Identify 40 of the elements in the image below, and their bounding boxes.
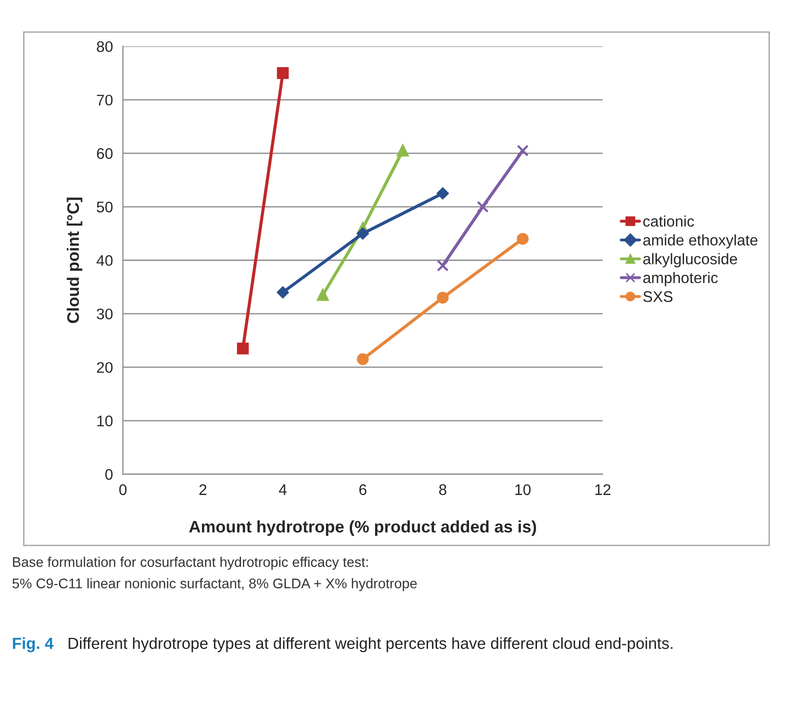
text: 5% C9-C11 linear nonionic surfactant, 8% GLDA + X% hydrotrope — [12, 578, 417, 592]
x-tick-label: 0 — [119, 484, 127, 496]
legend-label: amide ethoxylate — [643, 234, 758, 249]
point — [476, 200, 489, 213]
x-tick-label: 8 — [439, 484, 446, 496]
x-tick-label: 6 — [359, 484, 366, 496]
point — [436, 187, 449, 200]
caption: Fig. 4 — [12, 637, 54, 652]
y-tick-label: 50 — [96, 202, 113, 212]
x-axis-title: Amount hydrotrope (% product added as is) — [189, 520, 536, 536]
y-tick-label: 80 — [96, 41, 113, 52]
point — [436, 292, 449, 304]
y-tick-label: 30 — [96, 308, 113, 320]
point — [356, 228, 369, 240]
text: Different hydrotrope types at different weight percents have different cloud end-points. — [68, 637, 672, 652]
point — [516, 144, 529, 157]
x-tick-label: 10 — [515, 484, 531, 496]
y-axis-title: Cloud point [°C] — [66, 198, 82, 324]
point — [436, 260, 449, 272]
point — [236, 342, 249, 354]
point — [276, 67, 289, 79]
text: Base formulation for cosurfactant hydrotropic efficacy test: — [13, 556, 368, 570]
legend-label: cationic — [643, 215, 694, 227]
legend-label: amphoteric — [643, 272, 718, 286]
point — [516, 232, 529, 245]
point — [316, 289, 329, 301]
point — [356, 353, 369, 366]
y-tick-label: 0 — [105, 469, 113, 480]
x-tick-label: 4 — [278, 484, 287, 495]
legend-label: SXS — [643, 291, 672, 302]
x-tick-label: 12 — [595, 484, 610, 495]
legend-label: alkylglucoside — [643, 253, 738, 268]
y-tick-label: 60 — [96, 148, 113, 159]
point — [276, 286, 289, 298]
x-tick-label: 2 — [199, 484, 206, 495]
y-tick-label: 10 — [97, 416, 113, 426]
point — [396, 144, 409, 157]
y-tick-label: 20 — [96, 362, 113, 373]
y-tick-label: 40 — [96, 255, 113, 266]
y-tick-label: 70 — [96, 94, 113, 106]
